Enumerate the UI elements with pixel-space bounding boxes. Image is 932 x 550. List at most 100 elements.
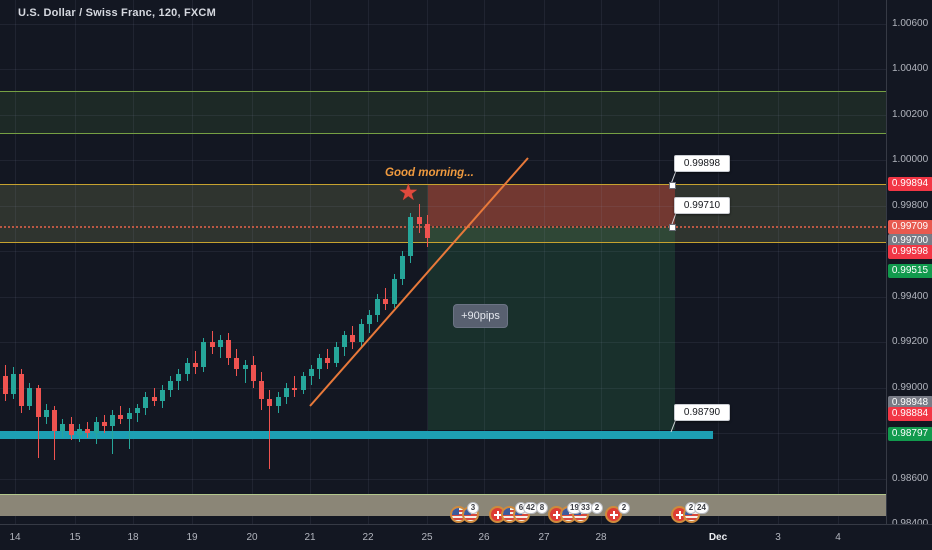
price-callout-label[interactable]: 0.99898	[674, 155, 730, 172]
candle[interactable]	[43, 410, 49, 418]
price-badge[interactable]: 0.99709	[887, 219, 932, 234]
candle[interactable]	[317, 358, 323, 370]
candle[interactable]	[184, 362, 190, 374]
star-icon[interactable]: ★	[398, 179, 419, 205]
candle-wick	[269, 389, 271, 470]
candle[interactable]	[292, 387, 298, 390]
candle[interactable]	[60, 424, 66, 431]
candle[interactable]	[259, 380, 265, 399]
candle[interactable]	[176, 374, 182, 381]
price-tick-label: 0.98400	[892, 518, 932, 529]
vertical-gridline	[133, 0, 134, 524]
resistance-zone	[0, 91, 886, 134]
candle[interactable]	[35, 387, 41, 418]
event-group[interactable]: 6 42 8	[489, 502, 549, 524]
price-badge[interactable]: 0.99700	[887, 233, 932, 248]
candle[interactable]	[85, 428, 91, 434]
events-band	[0, 494, 886, 516]
candle[interactable]	[242, 364, 248, 370]
callout-tail	[670, 418, 677, 433]
candle[interactable]	[424, 224, 430, 238]
trend-line[interactable]	[309, 157, 529, 407]
candle[interactable]	[391, 278, 397, 304]
pips-target-label[interactable]: +90pips	[453, 304, 508, 328]
ch-flag-icon[interactable]	[605, 506, 622, 523]
candle[interactable]	[126, 412, 132, 420]
time-tick-label: 28	[595, 532, 607, 543]
candle[interactable]	[168, 380, 174, 390]
candle[interactable]	[250, 364, 256, 381]
event-group[interactable]: 19 33 2	[548, 502, 608, 524]
candle[interactable]	[333, 346, 339, 363]
price-tick-label: 1.00400	[892, 63, 929, 75]
chart-canvas[interactable]: 3 6 42 8 19 33 2 2 2 24 U.S. Dollar / Swiss Franc…	[0, 0, 886, 524]
candle[interactable]	[267, 399, 273, 406]
candle[interactable]	[234, 358, 240, 370]
drawing-handle[interactable]	[669, 224, 676, 231]
vertical-gridline	[659, 0, 660, 524]
candle[interactable]	[118, 414, 124, 420]
candle-wick	[385, 287, 387, 311]
candle[interactable]	[366, 314, 372, 324]
price-badge[interactable]: 0.99894	[887, 177, 932, 192]
price-callout-label[interactable]: 0.98790	[674, 404, 730, 421]
candle[interactable]	[143, 396, 149, 409]
candle[interactable]	[93, 421, 99, 434]
candle[interactable]	[192, 362, 198, 368]
price-callout-label[interactable]: 0.99710	[674, 197, 730, 214]
candle[interactable]	[416, 217, 422, 224]
time-axis[interactable]: 14 15 18 19 20 21 22 25 26 27 28 Dec 3 4	[0, 524, 932, 550]
candle[interactable]	[408, 217, 414, 256]
candle[interactable]	[2, 376, 8, 395]
price-badge[interactable]: 0.99598	[887, 244, 932, 259]
drawing-handle[interactable]	[669, 182, 676, 189]
good-morning-note[interactable]: Good morning...	[385, 167, 474, 179]
event-group[interactable]: 2 24	[671, 502, 731, 524]
time-tick-label: 20	[246, 532, 258, 543]
price-tick-label: 1.00200	[892, 108, 929, 120]
candle[interactable]	[201, 342, 207, 368]
candle[interactable]	[341, 335, 347, 347]
candle[interactable]	[159, 389, 165, 402]
candle[interactable]	[209, 342, 215, 347]
candle[interactable]	[27, 387, 33, 406]
vertical-gridline	[778, 0, 779, 524]
candle[interactable]	[151, 396, 157, 402]
candle[interactable]	[19, 374, 25, 406]
vertical-gridline	[601, 0, 602, 524]
candle[interactable]	[226, 339, 232, 359]
candle[interactable]	[308, 369, 314, 377]
candle[interactable]	[399, 255, 405, 279]
event-count-badge: 33	[578, 502, 593, 514]
candle[interactable]	[300, 376, 306, 390]
candle[interactable]	[383, 299, 389, 304]
price-axis[interactable]: 1.00600 1.00400 1.00200 1.00000 0.99800 0.994…	[886, 0, 932, 529]
vertical-gridline	[192, 0, 193, 524]
event-group[interactable]: 3	[450, 502, 510, 524]
symbol-title[interactable]: U.S. Dollar / Swiss Franc, 120, FXCM	[18, 7, 216, 19]
candle[interactable]	[134, 408, 140, 413]
horizontal-gridline	[0, 160, 886, 162]
price-badge[interactable]: 0.99515	[887, 263, 932, 278]
event-group[interactable]: 2	[605, 502, 665, 524]
candle[interactable]	[77, 428, 83, 436]
candle[interactable]	[110, 414, 116, 427]
candle[interactable]	[325, 358, 331, 363]
time-tick-label: 18	[127, 532, 139, 543]
candle[interactable]	[52, 410, 58, 431]
candle[interactable]	[275, 396, 281, 406]
price-badge[interactable]: 0.98797	[887, 426, 932, 441]
candle[interactable]	[375, 299, 381, 315]
candle[interactable]	[101, 421, 107, 427]
time-tick-label: 21	[304, 532, 316, 543]
candle[interactable]	[217, 339, 223, 347]
candle[interactable]	[10, 374, 16, 395]
candle-wick	[244, 360, 246, 384]
price-badge[interactable]: 0.98948	[887, 396, 932, 411]
candle[interactable]	[284, 387, 290, 397]
candle[interactable]	[358, 324, 364, 343]
candle[interactable]	[68, 424, 74, 436]
resistance-top-line	[0, 91, 886, 93]
candle[interactable]	[350, 335, 356, 343]
price-badge[interactable]: 0.98884	[887, 407, 932, 421]
